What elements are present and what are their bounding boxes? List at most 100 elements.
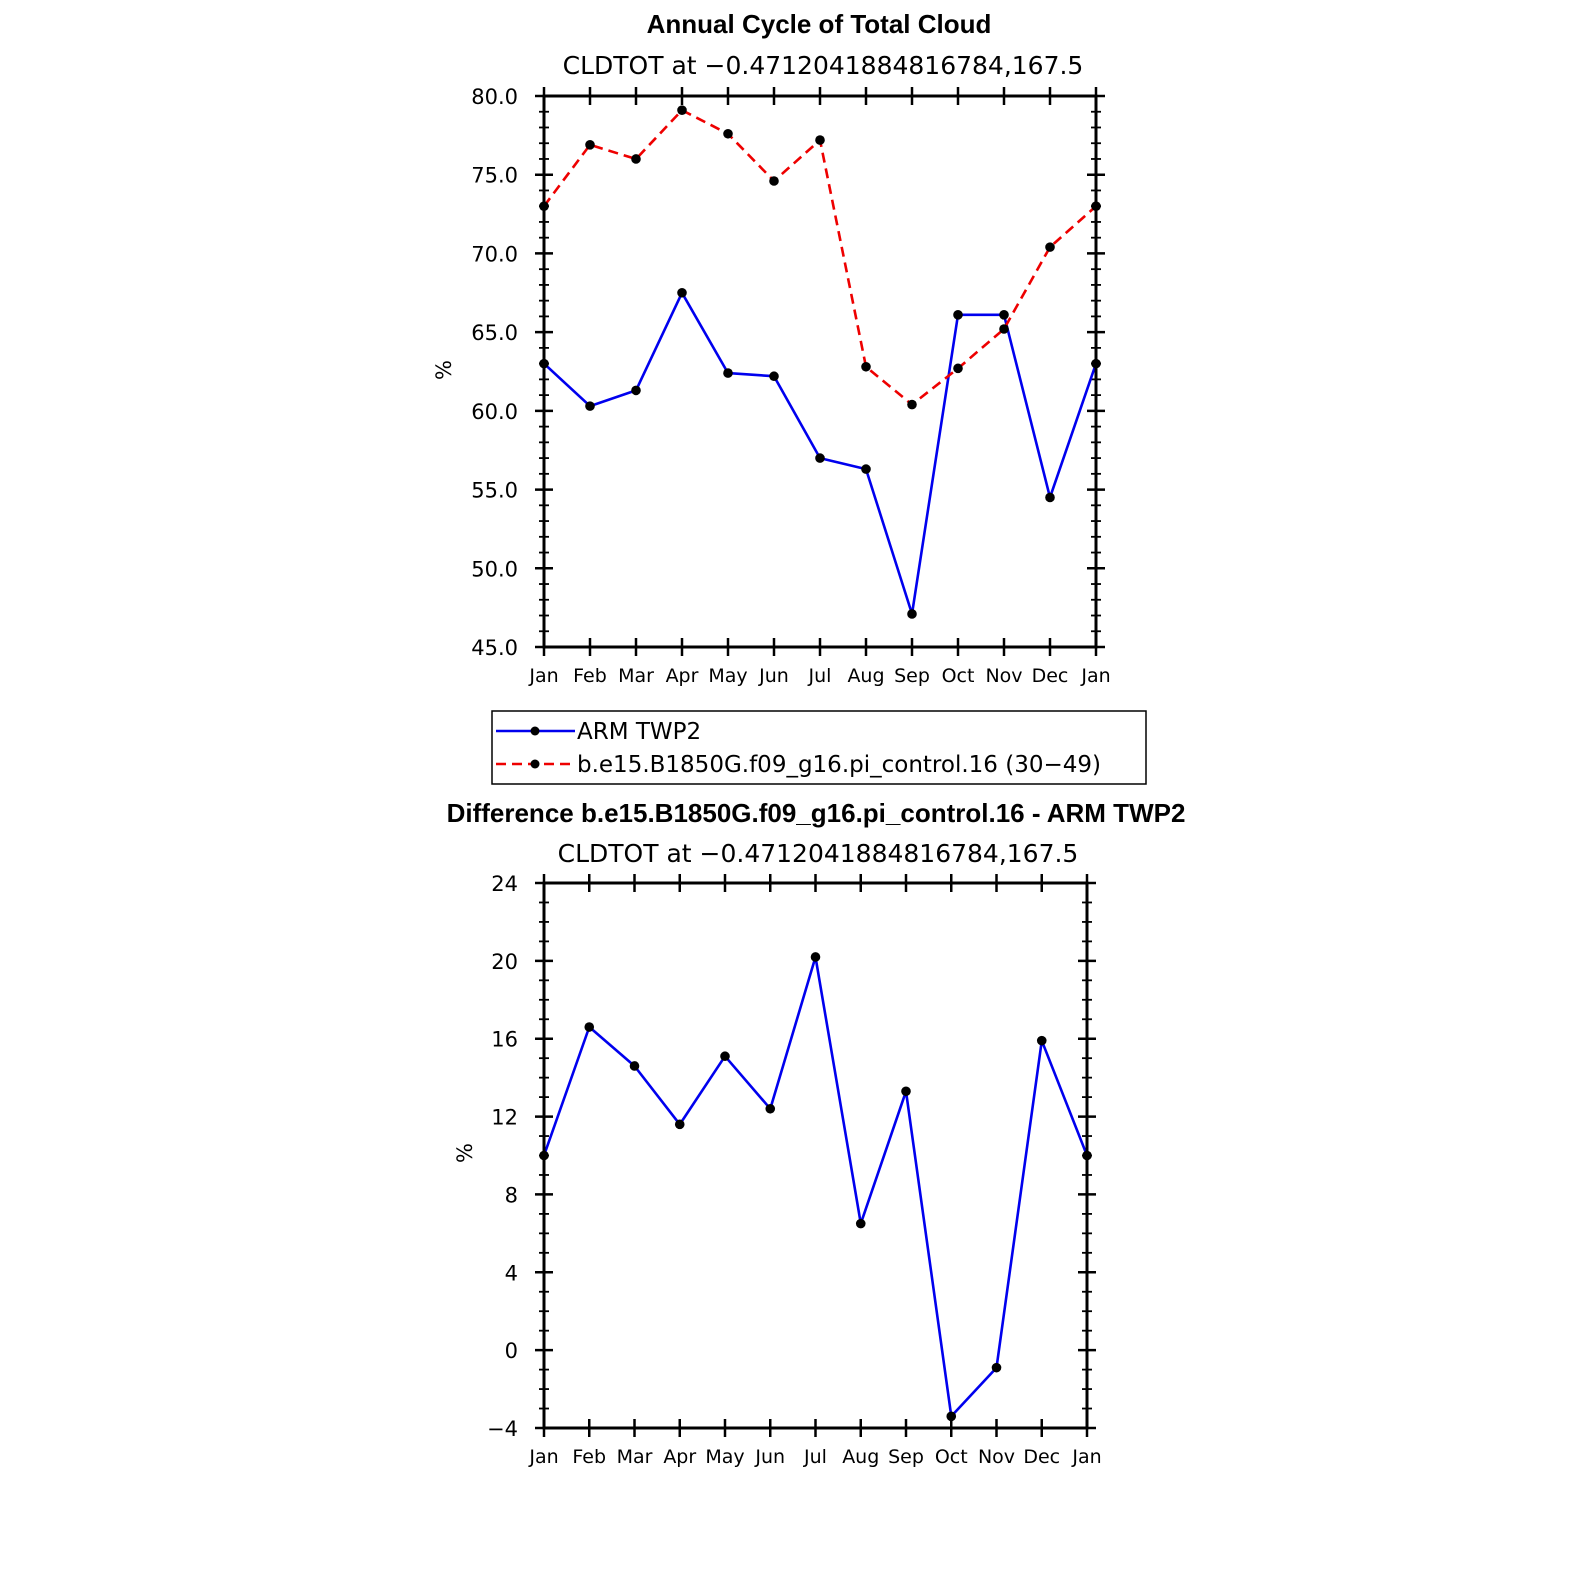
- x-tick-label: Jan: [1080, 665, 1110, 687]
- x-tick-label: Sep: [894, 665, 930, 687]
- data-point: [861, 361, 871, 372]
- data-point: [723, 128, 733, 139]
- plot-frame: [542, 94, 1098, 649]
- data-point: [585, 140, 595, 150]
- data-point: [991, 1362, 1002, 1373]
- plot-frame: [542, 881, 1089, 1430]
- y-tick-labels: 24 20 16 12 8 4 0 −4: [487, 872, 518, 1441]
- x-tick-label: Mar: [618, 665, 654, 687]
- y-tick-label: 24: [491, 872, 518, 896]
- x-tick-label: Jan: [528, 665, 558, 687]
- data-point: [861, 464, 871, 474]
- data-point: [907, 399, 917, 410]
- chart-title: Annual Cycle of Total Cloud: [647, 9, 992, 39]
- annual-cycle-panel: Annual Cycle of Total Cloud CLDTOT at −0…: [432, 9, 1111, 687]
- legend-swatch-marker: [530, 759, 540, 769]
- x-tick-label: May: [705, 1446, 744, 1468]
- y-tick-label: −4: [487, 1417, 518, 1441]
- chart-title: Difference b.e15.B1850G.f09_g16.pi_contr…: [447, 798, 1186, 828]
- x-tick-label: Jan: [528, 1446, 558, 1468]
- data-point: [855, 1218, 866, 1229]
- y-tick-label: 45.0: [471, 636, 518, 660]
- y-axis-label: %: [432, 360, 456, 380]
- x-tick-label: Jun: [754, 1446, 785, 1468]
- y-tick-label: 55.0: [471, 479, 518, 503]
- x-tick-label: Nov: [978, 1446, 1015, 1468]
- data-point: [1045, 242, 1055, 252]
- y-tick-label: 70.0: [471, 242, 518, 266]
- x-tick-label: Jul: [808, 665, 832, 687]
- data-point: [584, 1022, 595, 1032]
- y-tick-labels: 80.0 75.0 70.0 65.0 60.0 55.0 50.0 45.0: [471, 85, 518, 660]
- y-axis-label: %: [453, 1143, 477, 1163]
- y-tick-label: 16: [491, 1028, 518, 1052]
- y-tick-label: 75.0: [471, 164, 518, 188]
- data-point: [631, 385, 641, 396]
- chart-subtitle: CLDTOT at −0.4712041884816784,167.5: [558, 839, 1079, 868]
- x-tick-label: Dec: [1023, 1446, 1060, 1468]
- legend-box: [491, 710, 1147, 785]
- legend-label: ARM TWP2: [577, 719, 701, 745]
- x-tick-label: Feb: [572, 1446, 606, 1468]
- data-point: [769, 176, 779, 186]
- data-point: [999, 324, 1009, 334]
- legend: ARM TWP2 b.e15.B1850G.f09_g16.pi_control…: [491, 710, 1147, 785]
- data-point: [720, 1051, 730, 1062]
- x-tick-label: Jun: [758, 665, 789, 687]
- x-tick-label: Oct: [935, 1446, 968, 1468]
- data-point: [907, 609, 917, 619]
- x-tick-label: Aug: [842, 1446, 879, 1468]
- difference-panel: Difference b.e15.B1850G.f09_g16.pi_contr…: [447, 798, 1186, 1468]
- data-point: [815, 453, 825, 463]
- x-tick-label: Oct: [942, 665, 975, 687]
- data-point: [901, 1086, 911, 1097]
- data-point: [1036, 1035, 1047, 1046]
- legend-entry-model: b.e15.B1850G.f09_g16.pi_control.16 (30−4…: [496, 752, 1101, 778]
- data-point: [999, 310, 1009, 320]
- series-layer: [539, 952, 1092, 1422]
- y-tick-label: 0: [505, 1339, 518, 1363]
- series-line: [542, 108, 1097, 406]
- series-layer: [539, 105, 1101, 619]
- legend-swatch-marker: [530, 726, 540, 736]
- y-tick-label: 50.0: [471, 557, 518, 581]
- data-point: [674, 1119, 685, 1130]
- x-tick-label: Apr: [666, 665, 699, 687]
- data-point: [810, 952, 821, 962]
- x-tick-label: Jul: [803, 1446, 827, 1468]
- x-tick-labels: Jan Feb Mar Apr May Jun Jul Aug Sep Oct Nov Dec Jan: [528, 665, 1110, 687]
- x-tick-label: May: [708, 665, 747, 687]
- data-point: [953, 310, 963, 320]
- x-tick-label: Nov: [985, 665, 1022, 687]
- x-tick-label: Dec: [1032, 665, 1069, 687]
- data-point: [769, 371, 779, 382]
- data-point: [677, 105, 687, 115]
- data-point: [946, 1411, 957, 1422]
- y-tick-label: 12: [491, 1106, 518, 1130]
- data-point: [631, 154, 641, 164]
- x-tick-label: Feb: [573, 665, 607, 687]
- y-tick-label: 20: [491, 950, 518, 974]
- data-point: [1045, 492, 1055, 503]
- x-tick-labels: Jan Feb Mar Apr May Jun Jul Aug Sep Oct Nov Dec Jan: [528, 1446, 1101, 1468]
- legend-label: b.e15.B1850G.f09_g16.pi_control.16 (30−4…: [577, 752, 1101, 778]
- data-point: [953, 363, 963, 374]
- data-point: [629, 1061, 640, 1071]
- series-line: [542, 955, 1089, 1418]
- x-tick-label: Apr: [663, 1446, 696, 1468]
- y-tick-label: 60.0: [471, 400, 518, 424]
- x-tick-label: Sep: [888, 1446, 924, 1468]
- x-tick-label: Mar: [617, 1446, 653, 1468]
- data-point: [815, 135, 825, 145]
- legend-entry-arm-twp2: ARM TWP2: [496, 719, 701, 745]
- y-tick-label: 80.0: [471, 85, 518, 109]
- x-tick-label: Jan: [1071, 1446, 1101, 1468]
- y-tick-label: 65.0: [471, 321, 518, 345]
- data-point: [585, 401, 595, 411]
- y-tick-label: 8: [505, 1183, 518, 1207]
- data-point: [765, 1103, 776, 1114]
- data-point: [723, 368, 733, 378]
- chart-subtitle: CLDTOT at −0.4712041884816784,167.5: [563, 51, 1084, 80]
- y-tick-label: 4: [505, 1261, 518, 1285]
